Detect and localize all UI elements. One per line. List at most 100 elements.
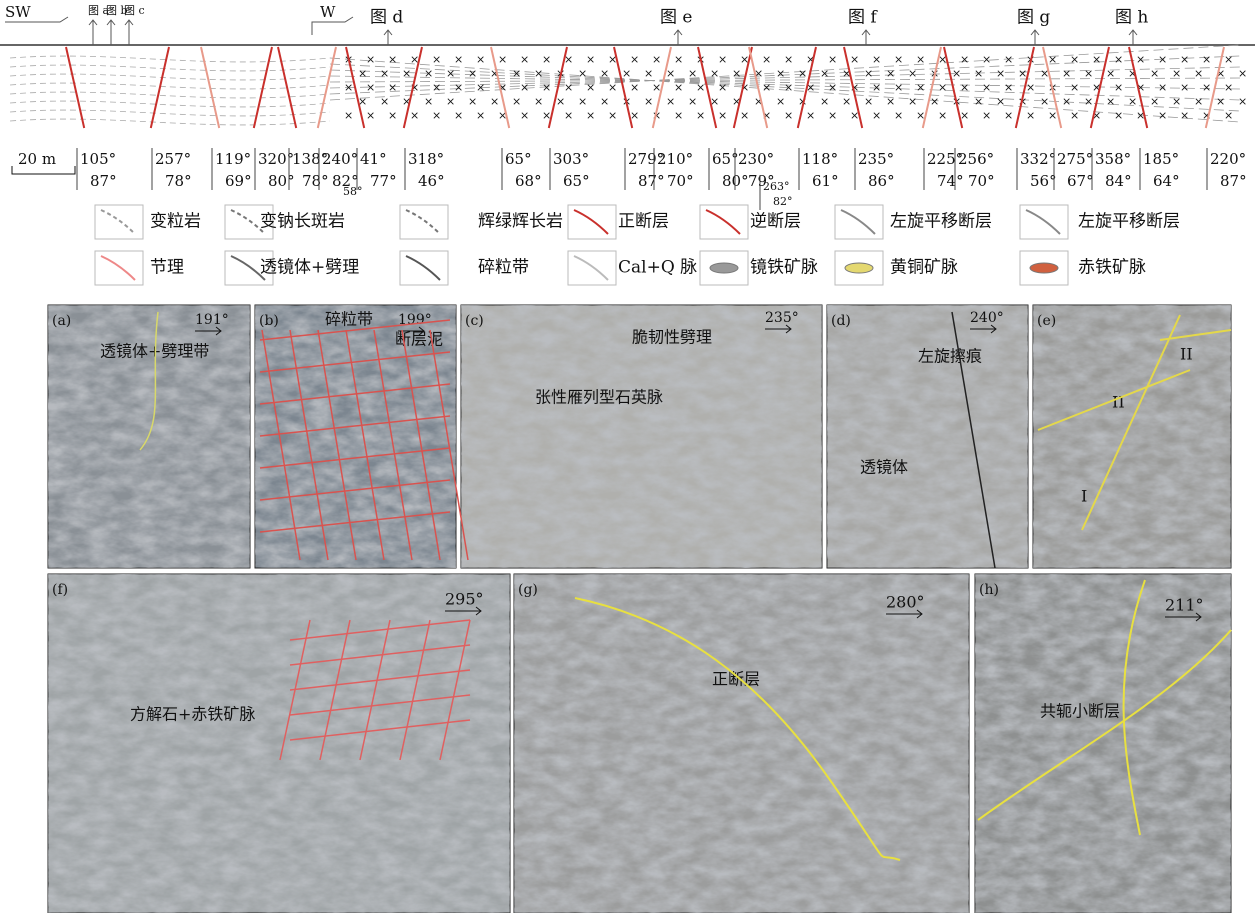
porphyry-symbol: × — [432, 81, 441, 94]
overlay-line — [259, 479, 451, 501]
porphyry-symbol: × — [446, 67, 455, 80]
photo-ref-arrow — [1030, 29, 1040, 45]
porphyry-symbol: × — [1128, 95, 1137, 108]
dip: 65° — [563, 172, 590, 190]
panel-note: II — [1112, 393, 1125, 412]
porphyry-symbol: × — [1202, 81, 1211, 94]
legend-label: 左旋平移断层 — [890, 212, 992, 232]
legend-label: 逆断层 — [750, 212, 801, 232]
strike: 65° — [712, 150, 739, 168]
legend-swatch — [1029, 262, 1059, 274]
porphyry-symbol: × — [1004, 81, 1013, 94]
porphyry-symbol: × — [468, 67, 477, 80]
porphyry-symbol: × — [1224, 109, 1233, 122]
photo-ref-arrow — [861, 29, 871, 45]
fault — [252, 46, 273, 129]
fault — [732, 46, 753, 129]
legend-label: 辉绿辉长岩 — [478, 212, 563, 232]
porphyry-symbol: × — [498, 109, 507, 122]
sw-arrow — [5, 16, 69, 23]
porphyry-symbol: × — [1092, 109, 1101, 122]
photo-ref: 图 a — [88, 4, 109, 17]
porphyry-symbol: × — [542, 53, 551, 66]
strata-line — [9, 82, 331, 90]
porphyry-symbol: × — [1070, 81, 1079, 94]
porphyry-symbol: × — [732, 95, 741, 108]
porphyry-symbol: × — [388, 81, 397, 94]
azimuth-arrow — [970, 324, 997, 334]
porphyry-symbol: × — [490, 95, 499, 108]
dip: 87° — [1220, 172, 1247, 190]
overlay-line — [289, 619, 471, 641]
porphyry-symbol: × — [784, 109, 793, 122]
porphyry-symbol: × — [520, 109, 529, 122]
legend-label: 镜铁矿脉 — [750, 258, 818, 278]
porphyry-symbol: × — [424, 95, 433, 108]
overlay-line — [259, 415, 451, 437]
porphyry-symbol: × — [1136, 81, 1145, 94]
porphyry-symbol: × — [424, 67, 433, 80]
porphyry-symbol: × — [490, 67, 499, 80]
dip: 86° — [868, 172, 895, 190]
panel-label: (a) — [52, 313, 71, 329]
porphyry-symbol: × — [806, 53, 815, 66]
porphyry-symbol: × — [410, 81, 419, 94]
porphyry-symbol: × — [556, 95, 565, 108]
porphyry-symbol: × — [542, 109, 551, 122]
porphyry-symbol: × — [710, 95, 719, 108]
panel-note: 透镜体+劈理带 — [100, 342, 209, 361]
strike: 279° — [628, 150, 664, 168]
porphyry-symbol: × — [432, 109, 441, 122]
panel-note: 张性雁列型石英脉 — [535, 388, 663, 407]
overlay-line — [289, 694, 471, 716]
porphyry-symbol: × — [938, 109, 947, 122]
porphyry-symbol: × — [1070, 53, 1079, 66]
dip: 67° — [1067, 172, 1094, 190]
porphyry-symbol: × — [410, 109, 419, 122]
legend-label: 赤铁矿脉 — [1078, 258, 1146, 278]
strata-line — [329, 75, 1241, 90]
porphyry-symbol: × — [908, 67, 917, 80]
porphyry-symbol: × — [432, 53, 441, 66]
porphyry-symbol: × — [512, 95, 521, 108]
strike: 318° — [408, 150, 444, 168]
panel-note: I — [1081, 487, 1087, 506]
fault — [1014, 46, 1035, 129]
porphyry-symbol: × — [886, 67, 895, 80]
photo-texture — [1033, 305, 1231, 568]
strike: 235° — [858, 150, 894, 168]
overlay-line — [259, 351, 451, 373]
porphyry-symbol: × — [1172, 95, 1181, 108]
porphyry-symbol: × — [1062, 67, 1071, 80]
scale-label: 20 m — [18, 150, 56, 168]
porphyry-symbol: × — [776, 95, 785, 108]
legend-swatch — [709, 262, 739, 274]
porphyry-symbol: × — [798, 95, 807, 108]
porphyry-symbol: × — [630, 53, 639, 66]
porphyry-symbol: × — [402, 67, 411, 80]
porphyry-symbol: × — [534, 67, 543, 80]
sw-label: SW — [5, 3, 31, 21]
porphyry-symbol: × — [468, 95, 477, 108]
legend-icon — [94, 204, 144, 240]
porphyry-symbol: × — [1048, 53, 1057, 66]
porphyry-symbol: × — [630, 81, 639, 94]
porphyry-symbol: × — [1084, 67, 1093, 80]
legend-swatch — [100, 255, 136, 281]
strike: 257° — [155, 150, 191, 168]
strike: 119° — [215, 150, 251, 168]
porphyry-symbol: × — [732, 67, 741, 80]
strike: 41° — [360, 150, 387, 168]
photo-ref: 图 c — [124, 4, 145, 17]
strata-line — [329, 44, 1241, 101]
porphyry-symbol: × — [358, 67, 367, 80]
strata-line — [9, 100, 331, 108]
porphyry-symbol: × — [938, 53, 947, 66]
strike: 65° — [505, 150, 532, 168]
porphyry-symbol: × — [1136, 53, 1145, 66]
legend-swatch — [230, 255, 266, 281]
porphyry-symbol: × — [1216, 95, 1225, 108]
porphyry-symbol: × — [402, 95, 411, 108]
porphyry-symbol: × — [578, 67, 587, 80]
porphyry-symbol: × — [1070, 109, 1079, 122]
